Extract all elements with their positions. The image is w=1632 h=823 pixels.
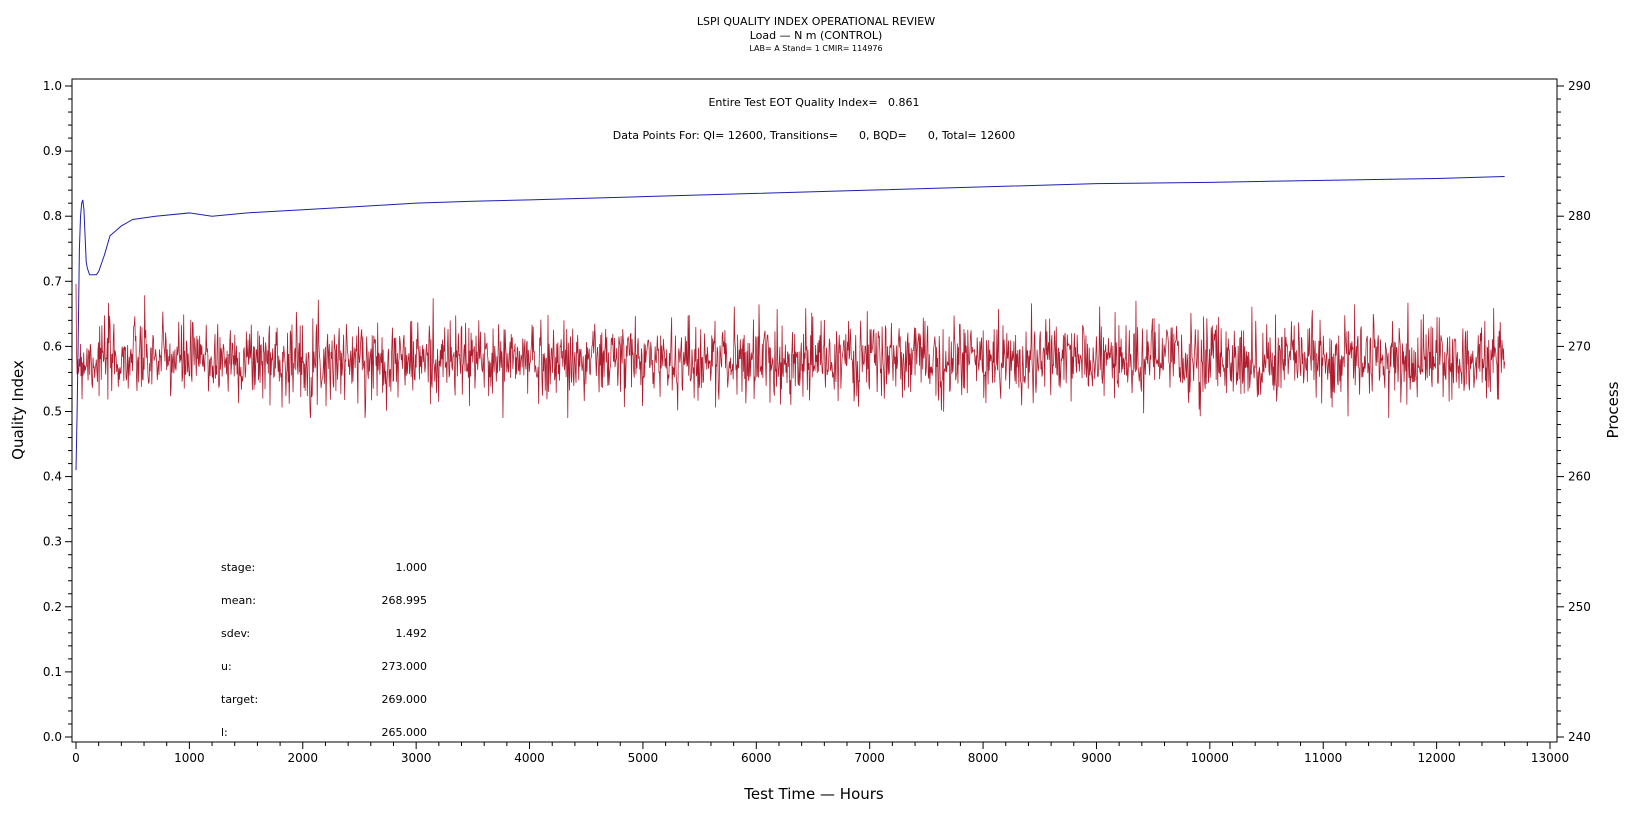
x-tick-label: 4000 bbox=[514, 751, 545, 765]
stat-value: 1.492 bbox=[396, 627, 428, 640]
y-axis-label: Quality Index bbox=[9, 360, 27, 460]
plot-frame bbox=[71, 78, 1558, 743]
x-tick-label: 5000 bbox=[628, 751, 659, 765]
stat-value: 273.000 bbox=[382, 660, 428, 673]
y2-tick-label: 270 bbox=[1568, 339, 1591, 353]
stat-label: sdev: bbox=[221, 627, 250, 640]
y-axis: 0.0 0.1 0.2 0.3 0.4 0.5 0.6 0.7 0.8 0.9 1.0 bbox=[43, 79, 72, 744]
chart-title: LSPI QUALITY INDEX OPERATIONAL REVIEW bbox=[697, 15, 935, 28]
y-tick-label: 0.7 bbox=[43, 274, 62, 288]
y-tick-label: 0.2 bbox=[43, 600, 62, 614]
stat-label: stage: bbox=[221, 561, 255, 574]
stat-label: mean: bbox=[221, 594, 256, 607]
stat-value: 268.995 bbox=[382, 594, 428, 607]
y-tick-label: 0.6 bbox=[43, 339, 62, 353]
y-tick-label: 0.5 bbox=[43, 405, 62, 419]
y2-tick-label: 260 bbox=[1568, 470, 1591, 484]
y-tick-label: 0.8 bbox=[43, 209, 62, 223]
y-tick-label: 0.1 bbox=[43, 665, 62, 679]
right-axis: 240 250 260 270 280 290 bbox=[1557, 79, 1591, 744]
stat-value: 1.000 bbox=[396, 561, 428, 574]
x-tick-label: 3000 bbox=[401, 751, 432, 765]
y2-tick-label: 290 bbox=[1568, 79, 1591, 93]
y-tick-label: 1.0 bbox=[43, 79, 62, 93]
y2-axis-label: Process bbox=[1604, 381, 1622, 438]
stat-value: 269.000 bbox=[382, 693, 428, 706]
series-layer bbox=[75, 175, 1506, 471]
x-tick-label: 8000 bbox=[968, 751, 999, 765]
stat-label: u: bbox=[221, 660, 232, 673]
stat-value: 265.000 bbox=[382, 726, 428, 739]
x-axis-label: Test Time — Hours bbox=[743, 785, 884, 803]
x-tick-label: 11000 bbox=[1304, 751, 1342, 765]
process-series-line bbox=[75, 283, 1506, 419]
x-tick-label: 6000 bbox=[741, 751, 772, 765]
x-tick-label: 12000 bbox=[1418, 751, 1456, 765]
y-tick-label: 0.9 bbox=[43, 144, 62, 158]
eot-quality-index: Entire Test EOT Quality Index= 0.861 bbox=[708, 96, 919, 109]
x-tick-label: 1000 bbox=[174, 751, 205, 765]
x-tick-label: 0 bbox=[72, 751, 80, 765]
stats-table: stage: 1.000 mean: 268.995 sdev: 1.492 u: 273.0… bbox=[221, 561, 427, 739]
stat-label: target: bbox=[221, 693, 258, 706]
x-tick-label: 10000 bbox=[1191, 751, 1229, 765]
y-tick-label: 0.3 bbox=[43, 535, 62, 549]
y2-tick-label: 240 bbox=[1568, 730, 1591, 744]
y2-tick-label: 250 bbox=[1568, 600, 1591, 614]
y-tick-label: 0.0 bbox=[43, 730, 62, 744]
stat-label: l: bbox=[221, 726, 228, 739]
x-tick-label: 9000 bbox=[1081, 751, 1112, 765]
quality-index-line bbox=[75, 175, 1505, 471]
x-axis: 0 1000 2000 3000 4000 5000 6000 7000 8000 9000 100… bbox=[72, 742, 1569, 765]
x-tick-label: 2000 bbox=[287, 751, 318, 765]
data-points-summary: Data Points For: QI= 12600, Transitions=… bbox=[613, 129, 1015, 142]
chart-subtitle: Load — N m (CONTROL) bbox=[750, 29, 883, 42]
chart-info: LAB= A Stand= 1 CMIR= 114976 bbox=[749, 44, 882, 53]
x-tick-label: 7000 bbox=[854, 751, 885, 765]
y2-tick-label: 280 bbox=[1568, 209, 1591, 223]
y-tick-label: 0.4 bbox=[43, 470, 62, 484]
x-tick-label: 13000 bbox=[1531, 751, 1569, 765]
